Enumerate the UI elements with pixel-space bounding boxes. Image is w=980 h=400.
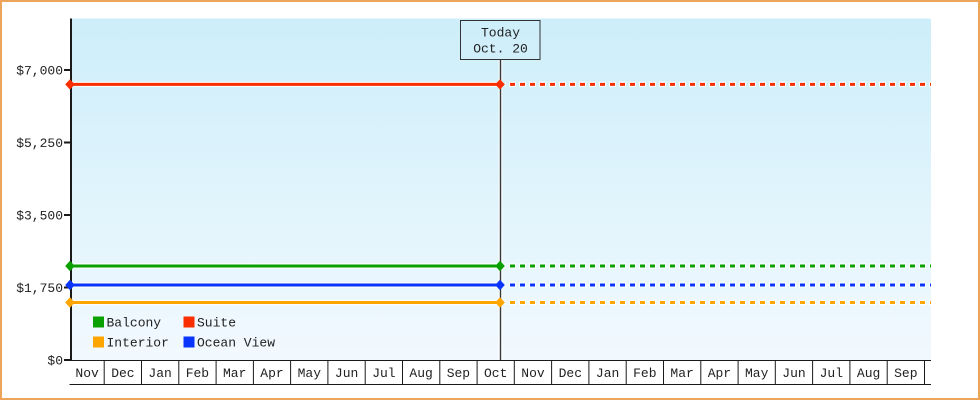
svg-text:Jul: Jul (820, 366, 844, 381)
svg-text:Feb: Feb (633, 366, 656, 381)
svg-text:Mar: Mar (223, 366, 246, 381)
svg-text:Today: Today (481, 26, 520, 41)
svg-text:Jun: Jun (335, 366, 358, 381)
svg-text:Mar: Mar (670, 366, 693, 381)
svg-text:May: May (745, 366, 769, 381)
svg-text:Sep: Sep (447, 366, 470, 381)
svg-text:May: May (298, 366, 322, 381)
svg-text:$3,500: $3,500 (16, 209, 63, 224)
svg-text:Ocean View: Ocean View (197, 336, 275, 351)
svg-text:Jul: Jul (372, 366, 396, 381)
svg-text:$7,000: $7,000 (16, 64, 63, 79)
svg-text:Aug: Aug (409, 366, 432, 381)
svg-text:Sep: Sep (894, 366, 917, 381)
svg-text:$1,750: $1,750 (16, 281, 63, 296)
svg-text:Nov: Nov (75, 366, 99, 381)
svg-text:Jan: Jan (148, 366, 171, 381)
svg-text:Balcony: Balcony (107, 316, 162, 331)
svg-text:$5,250: $5,250 (16, 136, 63, 151)
svg-text:Jan: Jan (596, 366, 619, 381)
svg-text:Dec: Dec (559, 366, 582, 381)
svg-text:Interior: Interior (107, 336, 169, 351)
svg-text:Apr: Apr (260, 366, 283, 381)
svg-text:Oct. 20: Oct. 20 (473, 42, 528, 57)
svg-text:Apr: Apr (708, 366, 731, 381)
svg-text:$0: $0 (47, 354, 63, 369)
svg-text:Oct: Oct (484, 366, 507, 381)
svg-text:Jun: Jun (782, 366, 805, 381)
svg-text:Nov: Nov (521, 366, 545, 381)
svg-text:Suite: Suite (197, 316, 236, 331)
svg-text:Feb: Feb (186, 366, 209, 381)
svg-text:Dec: Dec (111, 366, 134, 381)
svg-text:Aug: Aug (857, 366, 880, 381)
